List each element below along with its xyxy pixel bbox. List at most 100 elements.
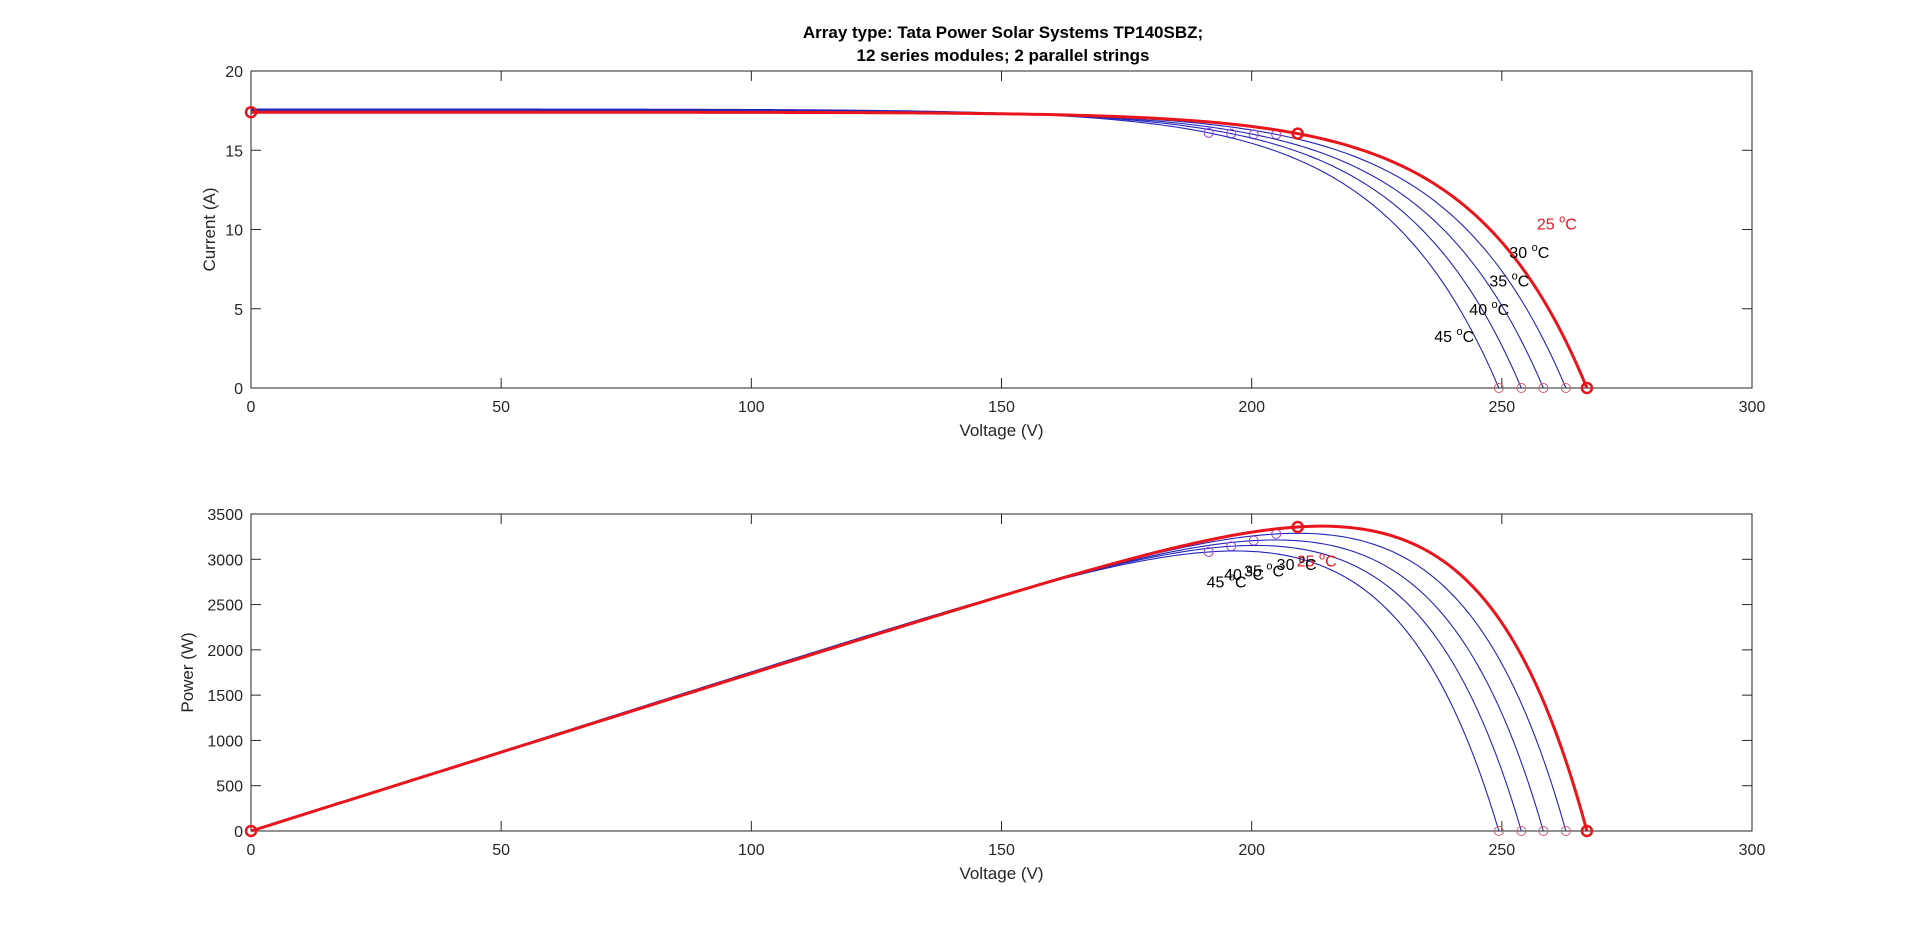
pv-temp-label-degree: o [1319,551,1325,563]
iv-xtick-label: 100 [738,399,765,416]
iv-xtick-label: 50 [492,399,510,416]
pv-temp-label: 40 oC [1224,564,1264,584]
pv-temp-label-value: 45 [1207,574,1229,591]
pv-temp-label-value: 35 [1244,563,1266,580]
iv-isc-marker [244,105,258,119]
iv-temp-label-value: 45 [1434,329,1456,346]
iv-xlabel: Voltage (V) [959,421,1043,440]
iv-temp-label-value: 40 [1469,302,1491,319]
pv-temp-label-value: 30 [1277,557,1299,574]
pv-temp-label-unit: C [1273,563,1285,580]
iv-curve [251,109,1522,389]
pv-voc-marker [1516,826,1527,836]
iv-temp-label-value: 25 [1537,217,1559,234]
iv-plot: 0 50 100 150 200 250 300 0 5 10 15 20 Voltage (V) Cur… [200,64,1765,440]
iv-voc-marker [1560,383,1571,393]
iv-temp-label: 25 oC [1537,214,1577,234]
iv-ylabel: Current (A) [200,187,219,271]
pv-ytick-label: 1500 [207,688,243,705]
iv-ytick-label: 20 [225,64,243,81]
iv-voc-marker [1580,381,1594,395]
pv-curve [250,544,1522,832]
iv-curve [251,108,1500,389]
iv-temp-label-unit: C [1565,217,1577,234]
iv-temp-label-degree: o [1559,214,1565,226]
pv-mpp-marker [1203,546,1214,557]
pv-temp-label-degree: o [1299,554,1305,566]
iv-ytick-label: 0 [234,381,243,398]
iv-temp-label-degree: o [1492,299,1498,311]
pv-temp-label-value: 40 [1224,567,1246,584]
iv-xtick-label: 250 [1488,399,1515,416]
iv-temp-label: 45 oC [1434,326,1474,346]
pv-temp-label: 30 oC [1277,554,1317,574]
pv-ytick-label: 500 [216,779,243,796]
pv-mpp-marker [1291,520,1304,534]
iv-temp-label-unit: C [1498,302,1510,319]
iv-temp-label-unit: C [1538,245,1550,262]
iv-xtick-label: 200 [1238,399,1265,416]
pv-voc-marker [1493,826,1504,836]
pv-temp-label-unit: C [1253,567,1265,584]
pv-xtick-label: 0 [247,842,256,859]
pv-temp-label-unit: C [1305,557,1317,574]
iv-xtick-label: 0 [247,399,256,416]
iv-temp-label-value: 30 [1509,245,1531,262]
pv-ytick-label: 3000 [207,552,243,569]
pv-curve [250,550,1500,832]
pv-curve [250,532,1567,832]
pv-curve [250,539,1544,832]
iv-temp-label: 30 oC [1509,242,1549,262]
pv-temp-label-unit: C [1325,554,1337,571]
iv-voc-marker [1493,383,1504,393]
figure-title: Array type: Tata Power Solar Systems TP1… [803,23,1203,65]
iv-voc-marker [1516,383,1527,393]
iv-xtick-label: 150 [988,399,1015,416]
pv-ytick-label: 2500 [207,598,243,615]
iv-xtick-label: 300 [1739,399,1766,416]
pv-temp-label: 35 oC [1244,560,1284,580]
iv-temp-label-unit: C [1463,329,1475,346]
pv-temp-label-degree: o [1266,560,1272,572]
title-line-2: 12 series modules; 2 parallel strings [857,46,1150,65]
iv-mpp-marker [1291,127,1304,140]
pv-voc-marker [1538,826,1549,836]
pv-temp-label-value: 25 [1297,554,1319,571]
pv-xtick-label: 200 [1238,842,1265,859]
iv-curve [251,110,1544,389]
pv-voc-marker [1580,824,1594,838]
pv-curve [250,524,1589,833]
iv-curve [251,110,1589,389]
pv-xtick-label: 300 [1739,842,1766,859]
iv-ytick-label: 10 [225,223,243,240]
iv-axes-box [250,70,1753,389]
pv-ytick-label: 2000 [207,643,243,660]
pv-ytick-label: 0 [234,824,243,841]
pv-voc-marker [1560,826,1571,836]
pv-plot: 0 50 100 150 200 250 3000500100015002000250030… [178,507,1765,883]
pv-temp-label-degree: o [1229,571,1235,583]
pv-xlabel: Voltage (V) [959,864,1043,883]
pv-xtick-label: 50 [492,842,510,859]
pv-xtick-label: 100 [738,842,765,859]
iv-ytick-label: 15 [225,143,243,160]
pv-ytick-label: 3500 [207,507,243,524]
pv-temp-label-unit: C [1235,574,1247,591]
pv-xtick-label: 150 [988,842,1015,859]
iv-voc-marker [1538,383,1549,393]
iv-temp-label-degree: o [1532,242,1538,254]
iv-temp-label: 35 oC [1489,271,1529,291]
pv-ylabel: Power (W) [178,632,197,712]
iv-mpp-marker [1203,127,1214,138]
iv-ytick-label: 5 [234,302,243,319]
iv-temp-label-unit: C [1518,274,1530,291]
iv-temp-label-degree: o [1512,271,1518,283]
pv-ytick-label: 1000 [207,733,243,750]
pv-temp-label-degree: o [1246,564,1252,576]
iv-temp-label-degree: o [1457,326,1463,338]
pv-axes-box [250,513,1753,832]
pv-origin-marker [244,824,258,838]
pv-xtick-label: 250 [1488,842,1515,859]
title-line-1: Array type: Tata Power Solar Systems TP1… [803,23,1203,42]
